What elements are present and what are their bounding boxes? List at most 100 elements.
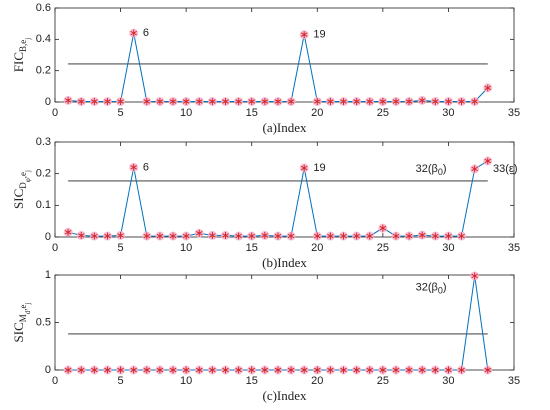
- x-tick-label: 30: [442, 242, 454, 254]
- marker-stroke: [117, 367, 124, 373]
- marker-stroke: [235, 233, 242, 239]
- y-tick-label: 0.4: [36, 33, 51, 45]
- marker: [207, 97, 217, 107]
- marker: [116, 230, 126, 240]
- marker: [470, 164, 480, 174]
- marker-stroke: [418, 232, 426, 238]
- marker-stroke: [169, 367, 177, 373]
- marker-stroke: [353, 367, 360, 373]
- marker: [404, 365, 414, 375]
- marker-stroke: [91, 367, 98, 373]
- marker-stroke: [169, 233, 177, 239]
- marker: [378, 365, 388, 375]
- marker: [443, 97, 453, 107]
- marker: [404, 231, 414, 241]
- marker: [142, 97, 152, 107]
- marker: [155, 365, 165, 375]
- annotation: 32(β0): [416, 281, 447, 295]
- marker-stroke: [300, 165, 308, 171]
- x-tick-label: 10: [180, 375, 192, 387]
- axes-box: [54, 141, 515, 238]
- x-tick-label: 10: [180, 107, 192, 119]
- marker: [89, 365, 99, 375]
- marker: [234, 231, 244, 241]
- marker-stroke: [392, 233, 400, 239]
- x-tick-label: 35: [508, 375, 520, 387]
- marker: [417, 230, 427, 240]
- marker: [430, 97, 440, 107]
- marker-stroke: [235, 367, 242, 373]
- annotation-part: 33(ε): [493, 163, 517, 175]
- annotation: 6: [143, 161, 149, 173]
- annotation: 6: [143, 27, 149, 39]
- marker-stroke: [209, 233, 216, 238]
- marker: [129, 162, 139, 172]
- y-axis-label-part: FIC: [11, 52, 26, 72]
- marker-stroke: [77, 233, 85, 238]
- marker-stroke: [156, 99, 164, 104]
- marker: [168, 97, 178, 107]
- marker: [483, 83, 493, 93]
- annotation-part: 32(β: [416, 163, 438, 175]
- marker: [470, 271, 480, 281]
- marker: [168, 231, 178, 241]
- x-tick-label: 30: [442, 107, 454, 119]
- annotation: 19: [313, 162, 325, 174]
- marker: [365, 231, 375, 241]
- marker: [352, 365, 362, 375]
- marker-stroke: [77, 99, 85, 104]
- marker: [378, 97, 388, 107]
- marker-stroke: [458, 233, 465, 239]
- marker-stroke: [156, 367, 164, 373]
- marker-stroke: [471, 99, 478, 104]
- marker: [404, 97, 414, 107]
- marker-stroke: [379, 225, 387, 231]
- annotation-part: 6: [143, 161, 149, 173]
- data-line: [68, 33, 489, 102]
- marker: [168, 365, 178, 375]
- marker: [299, 163, 309, 173]
- marker-stroke: [287, 367, 295, 373]
- marker: [417, 95, 427, 105]
- x-tick-label: 0: [52, 107, 58, 119]
- marker: [260, 230, 270, 240]
- marker: [142, 365, 152, 375]
- marker: [207, 365, 217, 375]
- marker: [312, 97, 322, 107]
- marker-stroke: [77, 367, 85, 373]
- marker-stroke: [366, 367, 374, 373]
- marker-stroke: [340, 233, 347, 239]
- marker-stroke: [143, 233, 151, 239]
- marker-stroke: [261, 367, 269, 373]
- marker-stroke: [300, 367, 308, 373]
- marker: [352, 97, 362, 107]
- annotation-part: 0: [438, 286, 443, 296]
- marker-stroke: [353, 99, 360, 104]
- y-tick-label: 0: [45, 364, 51, 376]
- annotation-part: ): [443, 281, 447, 293]
- marker: [312, 231, 322, 241]
- x-tick-label: 0: [52, 375, 58, 387]
- annotation-part: 32(β: [416, 281, 438, 293]
- marker: [483, 365, 493, 375]
- marker: [234, 97, 244, 107]
- y-axis-label: SICMd,ej: [11, 302, 32, 342]
- marker: [194, 228, 204, 238]
- marker: [220, 365, 230, 375]
- marker-stroke: [195, 99, 203, 104]
- marker-stroke: [130, 30, 137, 36]
- marker: [365, 97, 375, 107]
- y-tick-label: 0: [45, 96, 51, 108]
- marker-stroke: [314, 233, 321, 239]
- x-tick-label: 15: [246, 107, 258, 119]
- marker-stroke: [274, 233, 282, 239]
- marker-stroke: [104, 99, 111, 104]
- marker-stroke: [130, 367, 137, 373]
- marker: [299, 30, 309, 40]
- marker: [430, 231, 440, 241]
- marker-stroke: [104, 367, 111, 373]
- marker-stroke: [314, 367, 321, 373]
- x-axis-label: (a)Index: [262, 120, 307, 135]
- marker: [181, 365, 191, 375]
- marker-stroke: [287, 99, 295, 104]
